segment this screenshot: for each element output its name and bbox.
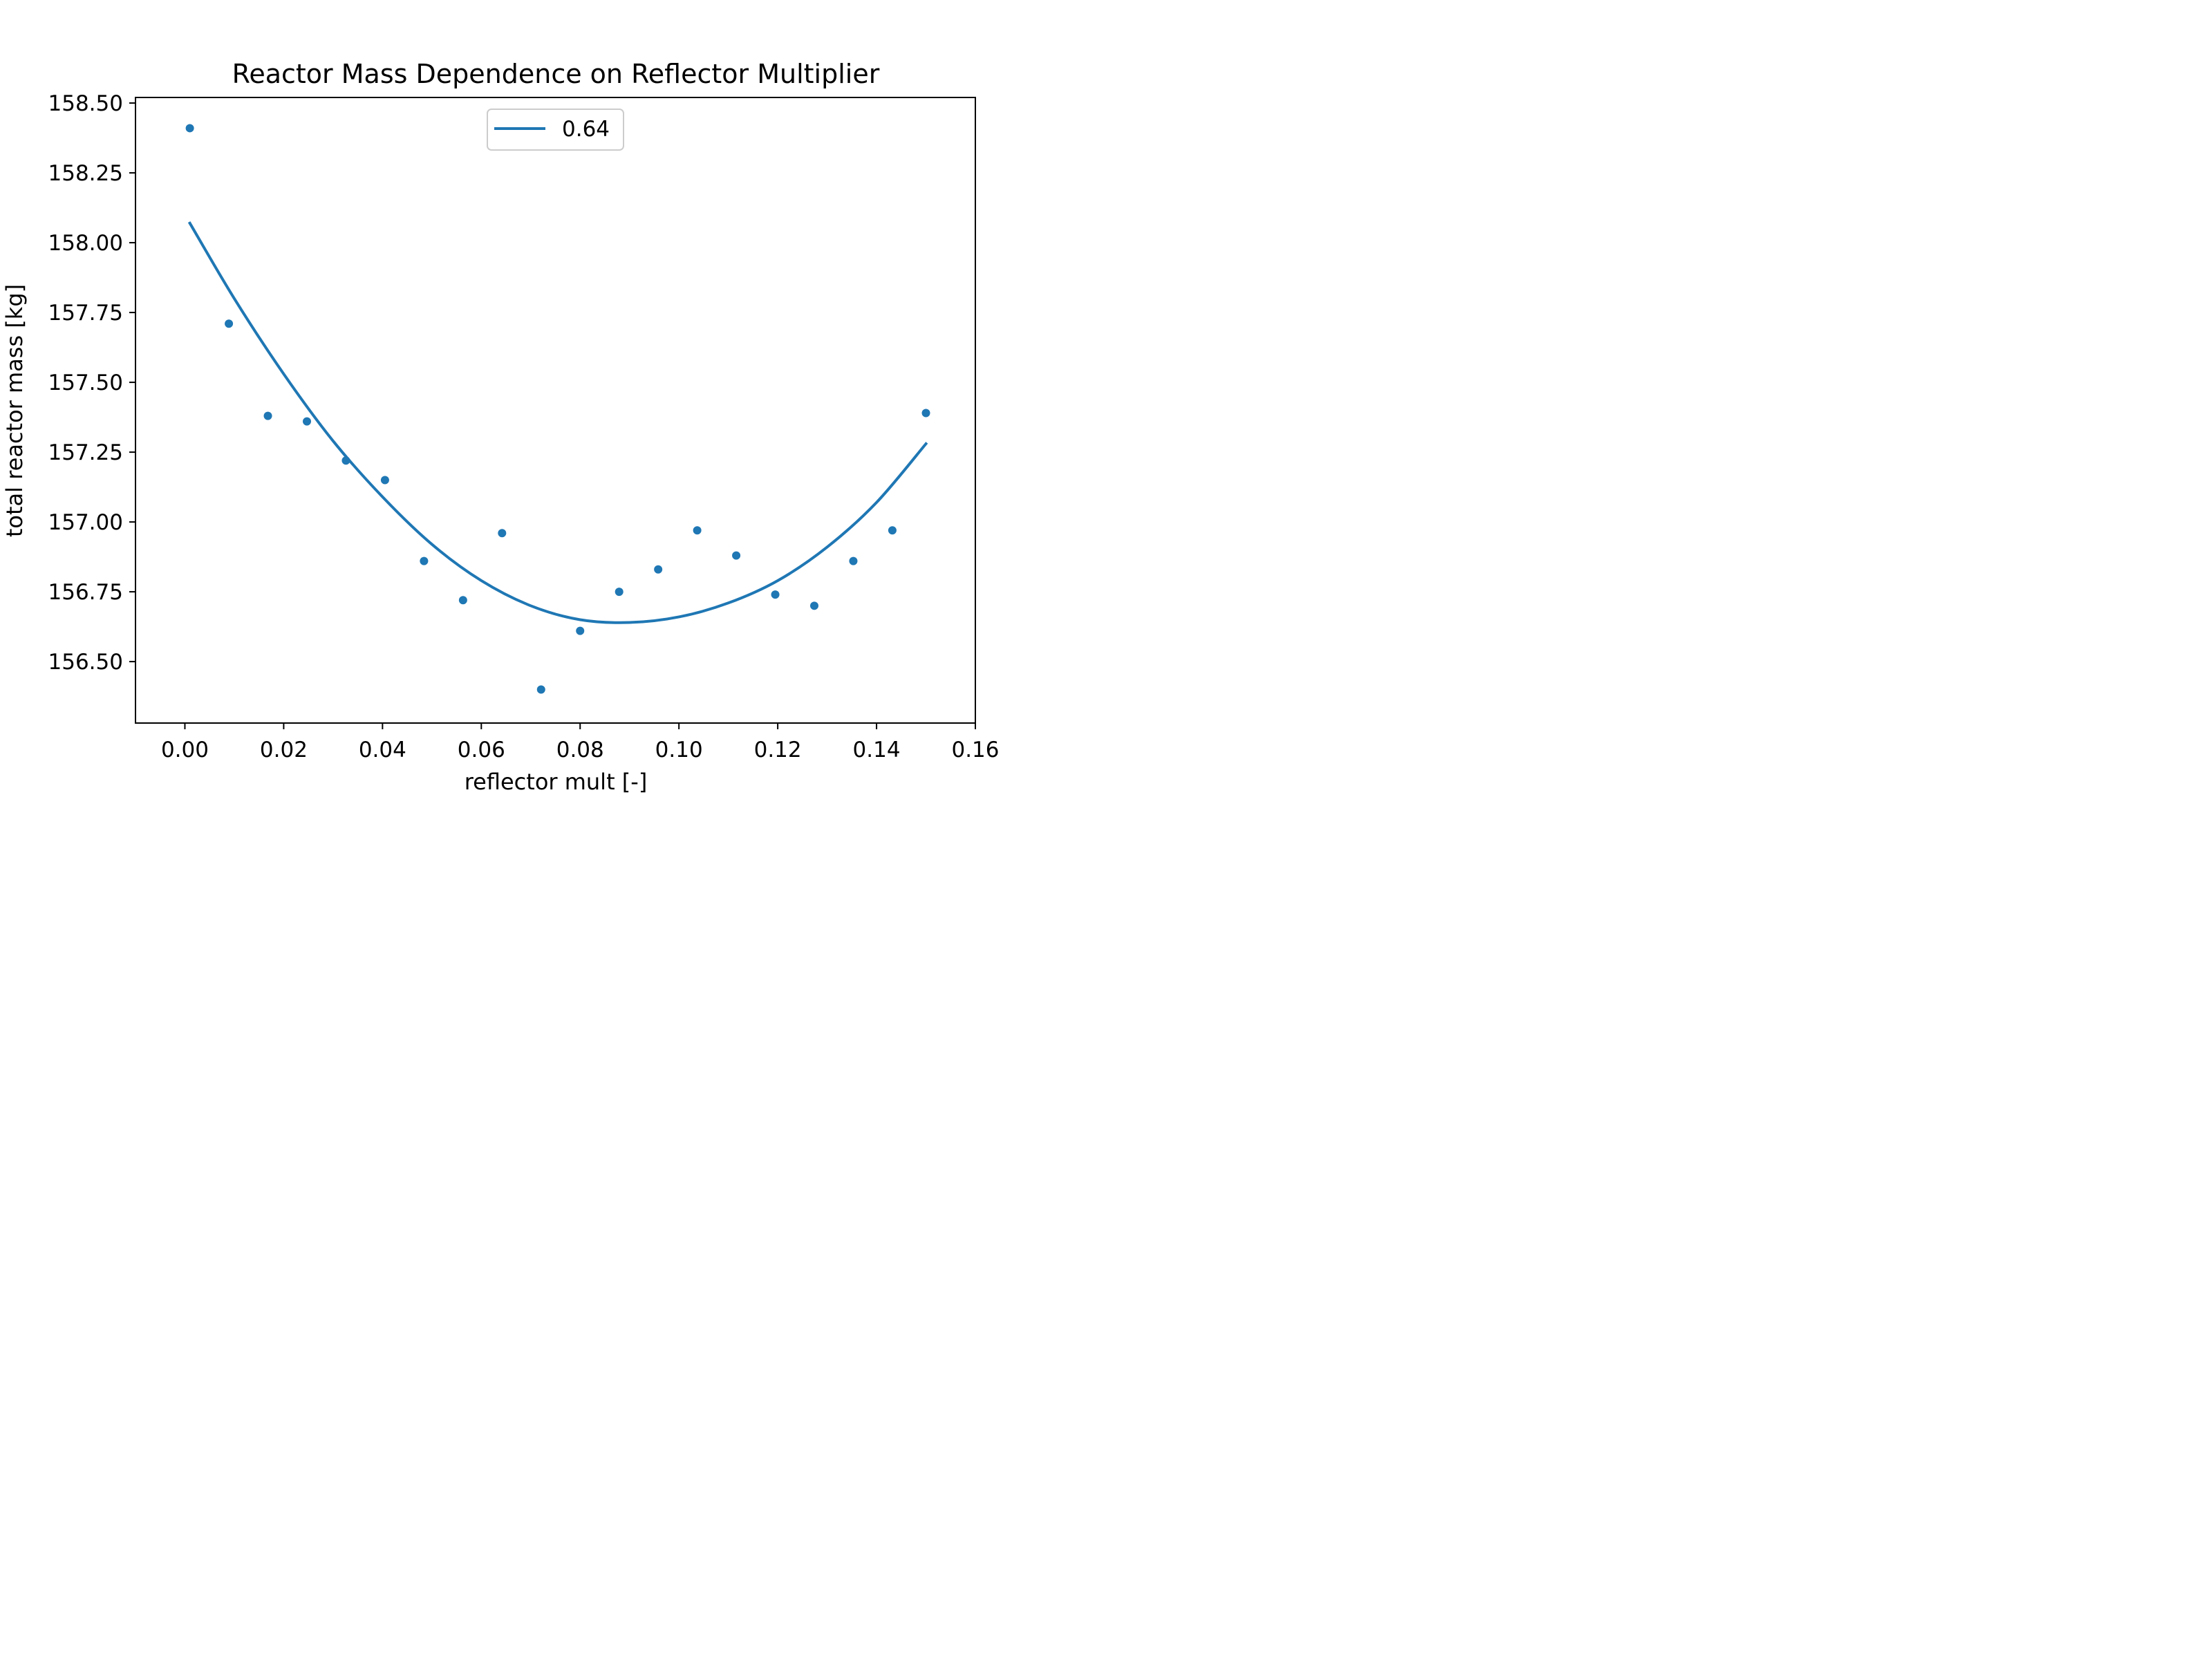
y-tick-label: 156.50 [48,650,123,675]
data-point [732,551,741,560]
x-tick-label: 0.16 [951,738,999,762]
y-tick-label: 157.50 [48,371,123,395]
data-point [263,411,272,420]
x-axis-label: reflector mult [-] [465,769,648,795]
y-tick-label: 157.00 [48,510,123,535]
x-axis: 0.00 0.02 0.04 0.06 0.08 0.10 0.12 0.14 0.16 [161,723,1000,762]
y-tick-label: 158.50 [48,91,123,116]
legend: 0.64 [487,109,624,151]
data-point [693,526,702,535]
data-point [498,529,507,538]
data-point [458,596,467,605]
x-tick-label: 0.06 [458,738,505,762]
y-tick-label: 156.75 [48,580,123,605]
data-point [654,565,663,574]
y-tick-label: 157.75 [48,301,123,326]
y-tick-label: 157.25 [48,440,123,465]
x-tick-label: 0.00 [161,738,209,762]
data-point [185,124,194,133]
data-point [810,601,819,610]
data-point [849,556,858,565]
data-point [303,417,312,426]
data-point [576,626,585,635]
legend-box [487,109,624,151]
data-point [420,556,429,565]
legend-label: 0.64 [562,117,610,142]
data-point [615,588,624,597]
y-axis: 156.50 156.75 157.00 157.25 157.50 157.75 158.… [48,91,135,675]
x-tick-label: 0.10 [655,738,703,762]
x-tick-label: 0.02 [260,738,308,762]
y-tick-label: 158.00 [48,231,123,256]
plot-area [185,124,930,694]
data-point [225,319,234,328]
y-tick-label: 158.25 [48,161,123,186]
data-point [771,590,780,599]
x-tick-label: 0.12 [754,738,802,762]
data-point [888,526,897,535]
chart-title: Reactor Mass Dependence on Reflector Mul… [232,59,880,89]
data-point [921,409,930,418]
axes-frame [135,97,976,724]
y-axis-label: total reactor mass [kg] [1,284,28,537]
chart: Reactor Mass Dependence on Reflector Mul… [0,0,1084,813]
x-tick-label: 0.08 [556,738,604,762]
x-tick-label: 0.14 [853,738,901,762]
data-point [341,456,350,465]
data-point [536,685,545,694]
fit-line [187,221,928,624]
x-tick-label: 0.04 [359,738,406,762]
data-point [380,476,389,485]
